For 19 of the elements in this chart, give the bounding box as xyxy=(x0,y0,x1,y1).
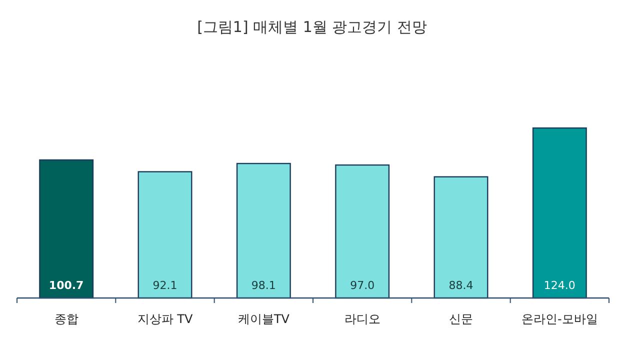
data-label: 98.1 xyxy=(251,279,276,292)
bar xyxy=(236,162,291,299)
x-tick-label: 온라인-모바일 xyxy=(521,312,598,326)
chart-title: [그림1] 매체별 1월 광고경기 전망 xyxy=(197,18,427,36)
bar xyxy=(434,176,488,299)
bar xyxy=(39,159,94,299)
x-tick-label: 신문 xyxy=(449,312,473,326)
data-label: 124.0 xyxy=(544,279,576,292)
x-tick-label: 종합 xyxy=(54,312,78,326)
data-label: 100.7 xyxy=(48,279,84,292)
x-tick-label: 케이블TV xyxy=(238,312,290,326)
x-tick-label: 라디오 xyxy=(344,312,380,326)
x-tick-label: 지상파 TV xyxy=(137,312,194,326)
bar xyxy=(532,127,587,299)
data-label: 88.4 xyxy=(448,279,474,292)
data-label: 92.1 xyxy=(152,279,178,292)
bar xyxy=(138,171,192,299)
data-label: 97.0 xyxy=(350,279,375,292)
bar xyxy=(335,164,390,299)
